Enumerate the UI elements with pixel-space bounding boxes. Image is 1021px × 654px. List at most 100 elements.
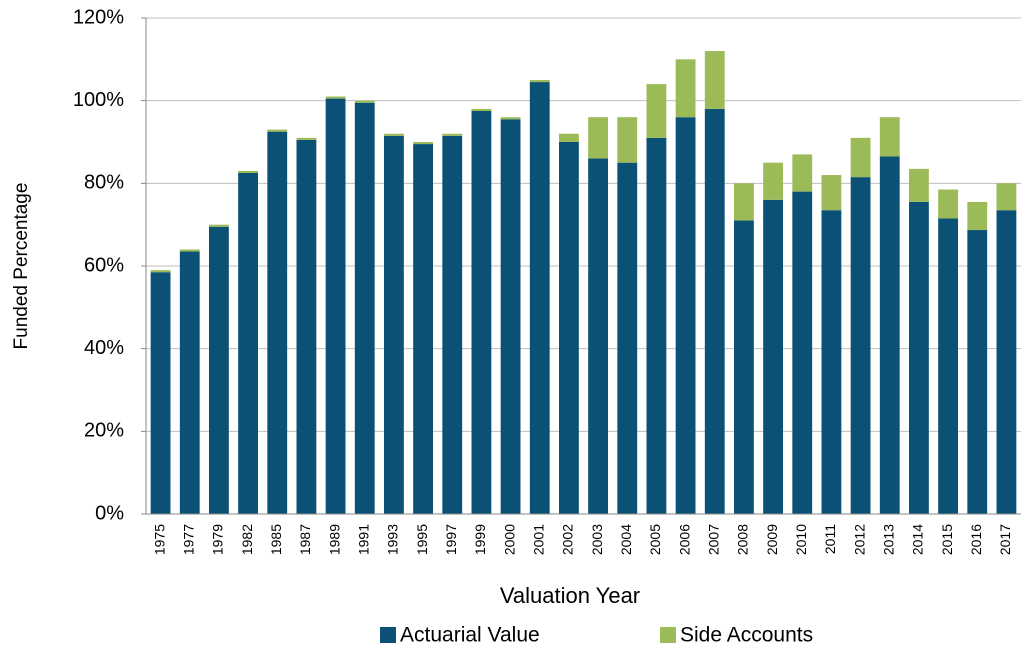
bar-segment <box>442 133 463 136</box>
bar-segment <box>529 82 550 515</box>
x-tick-label: 2006 <box>676 524 692 555</box>
bar-segment <box>238 170 258 173</box>
bar-segment <box>792 191 813 514</box>
bar-segment <box>879 117 900 157</box>
y-tick-label: 100% <box>73 89 124 111</box>
x-tick-label: 2000 <box>501 524 517 555</box>
bar-segment <box>354 100 375 103</box>
bar-segment <box>909 168 929 202</box>
x-tick-label: 2008 <box>735 524 751 555</box>
bar-segment <box>617 162 638 514</box>
bar-segment <box>384 133 404 136</box>
y-axis-label: Funded Percentage <box>11 183 32 350</box>
x-tick-label: 2003 <box>589 524 605 555</box>
bar-segment <box>909 201 929 514</box>
legend-swatch <box>660 627 676 643</box>
x-tick-label: 2015 <box>939 524 955 555</box>
x-tick-label: 1979 <box>210 524 226 555</box>
bar-segment <box>675 59 696 118</box>
bar-segment <box>296 137 317 140</box>
x-tick-label: 1999 <box>472 524 488 555</box>
legend-label: Actuarial Value <box>400 624 540 647</box>
x-tick-label: 1995 <box>414 524 430 555</box>
x-tick-label: 1989 <box>326 524 342 555</box>
bar-segment <box>938 189 958 219</box>
x-tick-label: 2017 <box>997 524 1013 555</box>
x-tick-label: 1993 <box>385 524 401 555</box>
x-tick-label: 1985 <box>268 524 284 555</box>
bar-segment <box>734 220 754 515</box>
bar-segment <box>179 249 200 252</box>
bar-segment <box>646 84 667 138</box>
x-tick-label: 2007 <box>705 524 721 555</box>
bar-segment <box>267 129 288 132</box>
bar-segment <box>646 137 667 514</box>
x-tick-label: 2002 <box>560 524 576 555</box>
bar-segment <box>150 272 171 514</box>
bar-segment <box>559 142 579 514</box>
y-tick-label: 60% <box>84 254 124 276</box>
x-tick-label: 2010 <box>793 524 809 555</box>
x-tick-label: 2005 <box>647 524 663 555</box>
bar-segment <box>792 154 813 192</box>
bar-segment <box>413 144 433 515</box>
bar-segment <box>850 137 871 178</box>
x-tick-label: 2012 <box>851 524 867 555</box>
bar-segment <box>704 108 725 514</box>
bar-segment <box>442 135 463 515</box>
bar-segment <box>879 156 900 514</box>
x-tick-label: 2016 <box>968 524 984 555</box>
legend-label: Side Accounts <box>680 624 813 647</box>
bar-segment <box>209 224 229 227</box>
x-tick-label: 2004 <box>618 524 634 555</box>
y-tick-label: 0% <box>95 502 124 524</box>
y-tick-label: 20% <box>84 420 124 442</box>
y-tick-label: 80% <box>84 172 124 194</box>
bar-segment <box>296 139 317 514</box>
x-tick-label: 1997 <box>443 524 459 555</box>
bar-segment <box>238 173 258 514</box>
bar-segment <box>704 51 725 109</box>
x-tick-label: 1975 <box>151 524 167 555</box>
bar-segment <box>471 111 492 514</box>
bar-segment <box>996 210 1017 514</box>
bar-segment <box>821 175 842 211</box>
bar-segment <box>413 142 433 145</box>
x-axis-label: Valuation Year <box>500 583 640 608</box>
bar-segment <box>588 117 608 159</box>
bar-segment <box>734 183 754 221</box>
bar-segment <box>150 270 171 273</box>
bar-segment <box>384 135 404 515</box>
bar-segment <box>325 96 346 99</box>
x-tick-label: 2014 <box>910 524 926 555</box>
x-tick-label: 2009 <box>764 524 780 555</box>
bar-segment <box>325 98 346 514</box>
bar-segment <box>938 218 958 514</box>
bar-segment <box>500 117 521 120</box>
bar-segment <box>996 183 1017 211</box>
y-tick-label: 120% <box>73 6 124 28</box>
bar-segment <box>209 226 229 514</box>
bar-segment <box>559 133 579 142</box>
bar-segment <box>617 117 638 163</box>
x-tick-label: 1982 <box>239 524 255 555</box>
x-tick-label: 2001 <box>530 524 546 555</box>
bar-segment <box>529 80 550 83</box>
x-tick-label: 1991 <box>355 524 371 555</box>
bar-segment <box>821 210 842 514</box>
x-tick-label: 2011 <box>822 524 838 554</box>
bar-segment <box>267 131 288 514</box>
bar-segment <box>179 251 200 515</box>
bar-segment <box>763 162 783 200</box>
x-tick-label: 2013 <box>880 524 896 555</box>
bar-segment <box>500 119 521 515</box>
bar-segment <box>763 199 783 514</box>
bar-segment <box>675 117 696 514</box>
x-tick-label: 1977 <box>180 524 196 555</box>
bar-segment <box>967 230 988 515</box>
legend-swatch <box>380 627 396 643</box>
bar-segment <box>967 201 988 231</box>
bar-segment <box>588 158 608 515</box>
bar-segment <box>850 177 871 514</box>
